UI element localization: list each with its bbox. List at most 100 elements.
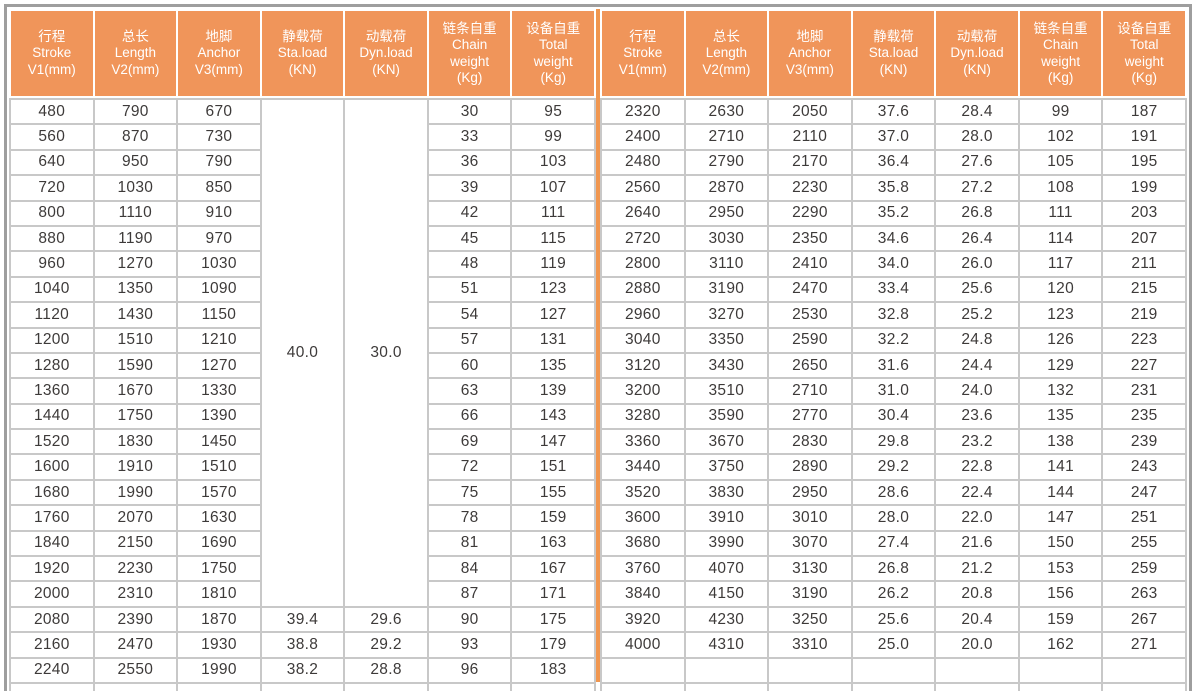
table-cell: 1280 — [11, 353, 93, 378]
table-cell: 117 — [1019, 252, 1102, 276]
table-cell: 25.0 — [852, 633, 935, 657]
table-cell: 29.2 — [345, 633, 427, 657]
table-cell: 267 — [1103, 607, 1185, 632]
table-cell: 31.0 — [852, 379, 935, 403]
table-cell: 29.6 — [345, 607, 427, 632]
table-cell: 3270 — [685, 303, 768, 327]
column-header-cell: 设备自重 Total weight (Kg) — [512, 11, 594, 96]
table-cell: 1450 — [178, 430, 260, 454]
table-cell: 3190 — [685, 277, 768, 302]
table-cell: 31.6 — [852, 353, 935, 378]
table-cell: 108 — [1019, 176, 1102, 200]
table-cell: 870 — [94, 125, 177, 149]
table-cell: 2870 — [685, 176, 768, 200]
table-cell: 129 — [1019, 353, 1102, 378]
table-cell: 3120 — [602, 353, 684, 378]
table-cell: 111 — [512, 201, 594, 225]
table-cell: 2470 — [94, 633, 177, 657]
table-cell — [602, 658, 684, 682]
table-cell: 179 — [512, 633, 594, 657]
table-cell: 880 — [11, 226, 93, 251]
body-grid-left: 40.0 30.0 480 790 670 30 95 560 870 730 33 99 640 950… — [9, 98, 596, 691]
table-cell: 141 — [1019, 455, 1102, 479]
table-cell: 1210 — [178, 328, 260, 352]
table-cell: 2310 — [94, 582, 177, 606]
column-header-cell: 设备自重 Total weight (Kg) — [1103, 11, 1185, 96]
table-cell: 2550 — [94, 658, 177, 682]
table-cell: 23.2 — [936, 430, 1018, 454]
table-cell: 2000 — [11, 582, 93, 606]
table-cell: 114 — [1019, 226, 1102, 251]
table-cell — [936, 683, 1018, 691]
table-cell: 87 — [428, 582, 511, 606]
table-cell: 37.0 — [852, 125, 935, 149]
table-cell: 95 — [512, 100, 594, 124]
table-cell: 3520 — [602, 480, 684, 505]
table-cell: 790 — [94, 100, 177, 124]
table-cell: 3840 — [602, 582, 684, 606]
table-cell: 1510 — [94, 328, 177, 352]
table-cell: 231 — [1103, 379, 1185, 403]
table-cell: 1430 — [94, 303, 177, 327]
table-cell: 84 — [428, 557, 511, 581]
table-cell: 227 — [1103, 353, 1185, 378]
table-cell: 22.0 — [936, 506, 1018, 530]
table-cell: 28.8 — [345, 658, 427, 682]
table-cell: 28.4 — [936, 100, 1018, 124]
table-outer-frame: 行程 Stroke V1(mm) 总长 Length V2(mm) 地脚 Anchor V3(m… — [4, 4, 1192, 691]
table-cell: 135 — [512, 353, 594, 378]
table-cell: 1110 — [94, 201, 177, 225]
table-cell: 2080 — [11, 607, 93, 632]
table-cell: 191 — [1103, 125, 1185, 149]
table-cell: 2390 — [94, 607, 177, 632]
column-header-cell: 静载荷 Sta.load (KN) — [852, 11, 935, 96]
table-cell: 1270 — [178, 353, 260, 378]
table-cell: 2790 — [685, 150, 768, 175]
table-cell: 235 — [1103, 404, 1185, 429]
table-cell: 950 — [94, 150, 177, 175]
table-cell: 1440 — [11, 404, 93, 429]
table-cell: 480 — [11, 100, 93, 124]
table-cell: 93 — [428, 633, 511, 657]
table-cell: 2070 — [94, 506, 177, 530]
table-cell: 147 — [1019, 506, 1102, 530]
table-cell: 3030 — [685, 226, 768, 251]
table-cell: 139 — [512, 379, 594, 403]
table-cell: 2560 — [602, 176, 684, 200]
table-cell: 3310 — [769, 633, 851, 657]
table-cell — [512, 683, 594, 691]
table-cell: 3070 — [769, 531, 851, 556]
table-cell: 102 — [1019, 125, 1102, 149]
table-cell: 36 — [428, 150, 511, 175]
table-cell: 42 — [428, 201, 511, 225]
table-cell: 850 — [178, 176, 260, 200]
table-cell: 1030 — [178, 252, 260, 276]
table-cell: 910 — [178, 201, 260, 225]
column-header-cell: 地脚 Anchor V3(mm) — [769, 11, 851, 96]
table-cell: 3280 — [602, 404, 684, 429]
table-cell: 1390 — [178, 404, 260, 429]
column-header-cell: 总长 Length V2(mm) — [685, 11, 768, 96]
table-cell: 23.6 — [936, 404, 1018, 429]
table-cell: 63 — [428, 379, 511, 403]
table-cell: 1910 — [94, 455, 177, 479]
table-cell: 123 — [1019, 303, 1102, 327]
column-header-cell: 行程 Stroke V1(mm) — [602, 11, 684, 96]
table-cell: 126 — [1019, 328, 1102, 352]
table-cell: 2240 — [11, 658, 93, 682]
table-cell: 25.2 — [936, 303, 1018, 327]
table-cell: 51 — [428, 277, 511, 302]
table-cell: 99 — [1019, 100, 1102, 124]
table-cell: 3190 — [769, 582, 851, 606]
table-cell: 103 — [512, 150, 594, 175]
table-cell: 2110 — [769, 125, 851, 149]
table-cell: 3110 — [685, 252, 768, 276]
table-cell: 2830 — [769, 430, 851, 454]
table-cell: 1680 — [11, 480, 93, 505]
table-cell: 3200 — [602, 379, 684, 403]
table-cell: 2880 — [602, 277, 684, 302]
table-cell: 175 — [512, 607, 594, 632]
table-cell: 29.2 — [852, 455, 935, 479]
table-cell: 20.0 — [936, 633, 1018, 657]
table-cell — [345, 683, 427, 691]
